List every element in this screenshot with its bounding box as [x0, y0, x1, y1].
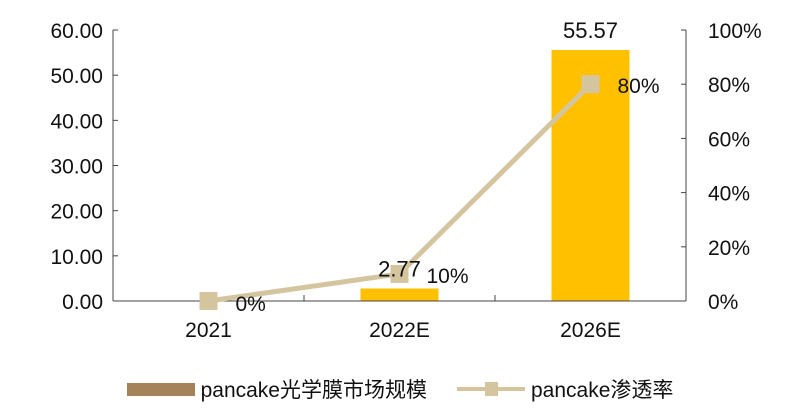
legend-label: pancake光学膜市场规模 [200, 379, 427, 402]
bar-2022E [360, 288, 439, 301]
left-tick-label: 40.00 [50, 110, 103, 133]
line-data-label: 10% [427, 265, 469, 288]
right-tick-label: 0% [708, 291, 738, 314]
right-tick-label: 60% [708, 128, 750, 151]
right-tick-label: 100% [708, 20, 762, 43]
right-tick-label: 20% [708, 237, 750, 260]
legend-label: pancake渗透率 [531, 379, 674, 402]
legend-swatch-bar [126, 382, 195, 396]
line-data-label: 0% [236, 293, 266, 316]
line-data-label: 80% [618, 75, 660, 98]
left-tick-label: 60.00 [50, 20, 103, 43]
legend-swatch-line [457, 382, 525, 396]
legend: pancake光学膜市场规模 pancake渗透率 [0, 374, 800, 404]
left-tick-label: 30.00 [50, 156, 103, 179]
penetration-marker-2022E [390, 264, 409, 283]
legend-item-market-size: pancake光学膜市场规模 [126, 374, 427, 404]
right-tick-label: 80% [708, 74, 750, 97]
penetration-marker-2021 [199, 292, 218, 310]
left-tick-label: 0.00 [62, 291, 103, 314]
penetration-marker-2026E [581, 75, 600, 94]
x-tick-label: 2022E [369, 319, 430, 342]
left-tick-label: 20.00 [50, 201, 103, 224]
left-tick-label: 50.00 [50, 65, 103, 88]
bar-data-label: 2.77 [378, 256, 421, 281]
bar-data-label: 55.57 [563, 18, 618, 43]
x-tick-label: 2021 [185, 319, 232, 342]
left-tick-label: 10.00 [50, 246, 103, 269]
legend-item-penetration: pancake渗透率 [457, 374, 673, 404]
x-tick-label: 2026E [560, 319, 621, 342]
right-tick-label: 40% [708, 183, 750, 206]
